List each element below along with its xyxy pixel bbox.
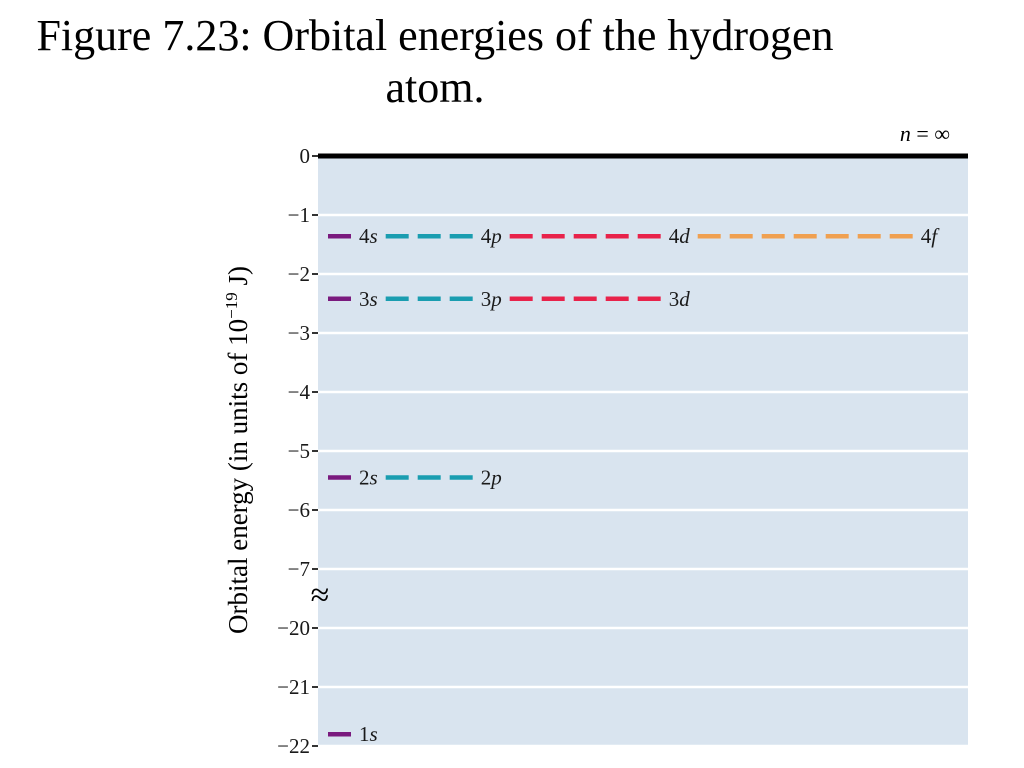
y-tick-label: −6 [288,498,310,522]
gridlines [318,213,968,748]
n-infinity-label: n = ∞ [900,121,950,146]
orbital-label-2s: 2s [359,466,378,490]
orbital-label-4p: 4p [481,224,502,248]
y-tick-label: −1 [288,203,310,227]
slide-title: Figure 7.23: Orbital energies of the hyd… [36,11,834,112]
energy-level-n2: 2s 2p [328,466,502,490]
energy-level-n3: 3s 3p 3d [328,287,690,311]
axis-break-symbol: ≈ [311,577,330,614]
y-tick-label: −7 [288,557,310,581]
y-tick-label: −20 [277,616,310,640]
orbital-label-3d: 3d [669,287,691,311]
orbital-label-4f: 4f [921,224,941,248]
y-tick-label: −4 [288,380,311,404]
y-tick-label: −21 [277,675,310,699]
y-tick-label: −22 [277,734,310,758]
orbital-label-2p: 2p [481,466,502,490]
y-tick-label: 0 [300,144,311,168]
energy-level-n4: 4s 4p 4d 4f [328,224,940,248]
orbital-label-3s: 3s [359,287,378,311]
orbital-label-1s: 1s [359,722,378,746]
orbital-label-3p: 3p [481,287,502,311]
y-tick-label: −5 [288,439,310,463]
orbital-levels: 4s 4p 4d 4f 3s 3p 3d 2s 2p 1s [328,224,940,746]
orbital-label-4s: 4s [359,224,378,248]
y-axis-label: Orbital energy (in units of 10−19 J) [222,266,253,634]
y-tick-label: −3 [288,321,310,345]
y-axis-ticks: 0 −1 −2 −3 −4 −5 −6 −7 −20 −21 −22 [277,144,318,758]
energy-level-n1: 1s [328,722,378,746]
y-tick-label: −2 [288,262,310,286]
orbital-label-4d: 4d [669,224,691,248]
